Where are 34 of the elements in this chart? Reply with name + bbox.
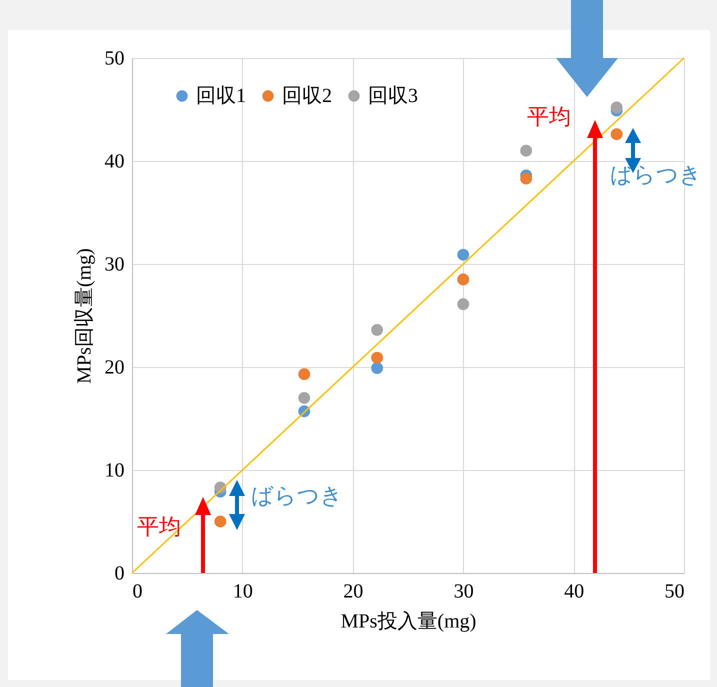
point (214, 516, 226, 528)
x-tick-label: 30 (454, 580, 474, 602)
legend-label: 回収2 (282, 85, 332, 107)
annotation: ばらつき (251, 484, 343, 509)
y-tick-label: 50 (104, 48, 124, 70)
point (457, 298, 470, 310)
y-axis-title: MPs回収量(mg) (74, 248, 96, 384)
y-tick-label: 30 (104, 254, 124, 276)
point (371, 362, 384, 374)
point (371, 352, 384, 364)
x-tick-label: 0 (132, 580, 142, 602)
annotation: 平均 (137, 515, 181, 540)
annotation: 平均 (527, 105, 571, 130)
x-tick-label: 10 (232, 580, 253, 602)
y-tick-label: 0 (114, 562, 124, 584)
point (610, 128, 623, 140)
point (298, 368, 310, 380)
legend-label: 回収1 (196, 85, 246, 107)
x-tick-label: 20 (343, 580, 364, 602)
point (610, 102, 623, 114)
x-tick-label: 50 (664, 580, 684, 602)
x-axis-title: MPs投入量(mg) (340, 610, 476, 632)
point (520, 144, 532, 157)
y-tick-label: 20 (104, 356, 124, 378)
point (520, 172, 532, 184)
y-tick-label: 40 (104, 150, 124, 172)
point (371, 324, 384, 336)
legend-label: 回収3 (368, 85, 418, 107)
point (457, 248, 470, 261)
x-tick-label: 40 (564, 580, 584, 602)
point (298, 392, 310, 404)
point (457, 274, 470, 286)
annotation: ばらつき (610, 163, 702, 188)
y-tick-label: 10 (104, 460, 124, 482)
